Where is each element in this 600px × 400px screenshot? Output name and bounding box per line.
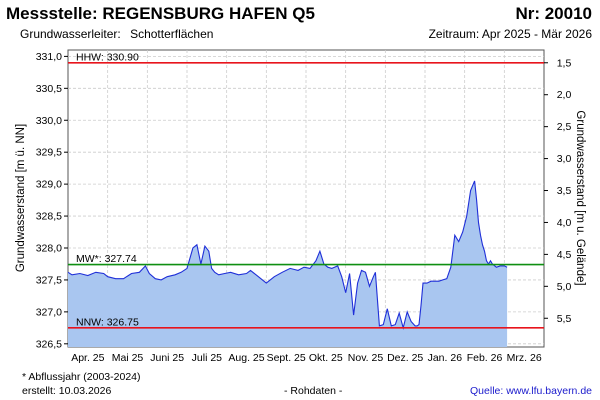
x-tick-label: Aug. 25 [228, 352, 264, 364]
reference-label-nnw: NNW: 326.75 [76, 316, 139, 328]
y-tick-label: 328,5 [36, 211, 62, 223]
x-tick-label: Mai 25 [112, 352, 144, 364]
page-title: Messstelle: REGENSBURG HAFEN Q5 [6, 4, 315, 23]
x-tick-label: Dez. 25 [387, 352, 423, 364]
x-tick-label: Juli 25 [192, 352, 223, 364]
source-link[interactable]: Quelle: www.lfu.bayern.de [470, 385, 592, 397]
y-tick-label: 327,5 [36, 274, 62, 286]
x-tick-label: Juni 25 [150, 352, 184, 364]
y2-tick-label: 4,5 [557, 249, 572, 261]
station-number: Nr: 20010 [515, 4, 592, 23]
y-axis-right: 1,5 2,0 2,5 3,0 3,5 4,0 4,5 5,0 5,5 [544, 57, 572, 325]
raw-data-note: - Rohdaten - [284, 385, 343, 397]
period-info: Zeitraum: Apr 2025 - Mär 2026 [428, 27, 592, 41]
x-tick-label: Okt. 25 [309, 352, 343, 364]
y-tick-label: 327,0 [36, 306, 62, 318]
aquifer-value: Schotterflächen [130, 27, 214, 41]
y-axis-title: Grundwasserstand [m ü. NN] [15, 124, 27, 272]
aquifer-label: Grundwasserleiter: [20, 27, 121, 41]
x-tick-label: Nov. 25 [348, 352, 384, 364]
y2-tick-label: 5,0 [557, 281, 572, 293]
reference-lines: HHW: 330.90 MW*: 327.74 NNW: 326.75 [68, 51, 544, 329]
y-axis-left: 331,0 330,5 330,0 329,5 329,0 328,5 328,0 327,5… [36, 51, 68, 350]
y-tick-label: 326,5 [36, 338, 62, 350]
y2-tick-label: 5,5 [557, 313, 572, 325]
reference-label-hhw: HHW: 330.90 [76, 51, 139, 63]
series-line [67, 180, 508, 330]
series-area [68, 180, 508, 347]
footnote: * Abflussjahr (2003-2024) [22, 371, 141, 383]
y-tick-label: 329,5 [36, 147, 62, 159]
x-tick-label: Feb. 26 [467, 352, 503, 364]
y2-tick-label: 3,5 [557, 185, 572, 197]
y2-tick-label: 4,0 [557, 217, 572, 229]
y-tick-label: 330,0 [36, 115, 62, 127]
created-date: erstellt: 10.03.2026 [22, 385, 112, 397]
x-tick-label: Jan. 26 [428, 352, 463, 364]
x-tick-label: Sept. 25 [267, 352, 306, 364]
x-tick-label: Mrz. 26 [507, 352, 542, 364]
x-tick-label: Apr. 25 [71, 352, 104, 364]
y-tick-label: 330,5 [36, 83, 62, 95]
x-axis: Apr. 25 Mai 25 Juni 25 Juli 25 Aug. 25 Sept. … [71, 352, 542, 364]
aquifer-info: Grundwasserleiter: Schotterflächen [20, 27, 213, 41]
reference-label-mw: MW*: 327.74 [76, 253, 137, 265]
y2-axis-title: Grundwasserstand [m u. Gelände] [574, 110, 586, 285]
y2-tick-label: 2,5 [557, 121, 572, 133]
y2-tick-label: 1,5 [557, 57, 572, 69]
y-tick-label: 329,0 [36, 179, 62, 191]
y-tick-label: 331,0 [36, 51, 62, 63]
y2-tick-label: 3,0 [557, 153, 572, 165]
y2-tick-label: 2,0 [557, 89, 572, 101]
y-tick-label: 328,0 [36, 243, 62, 255]
